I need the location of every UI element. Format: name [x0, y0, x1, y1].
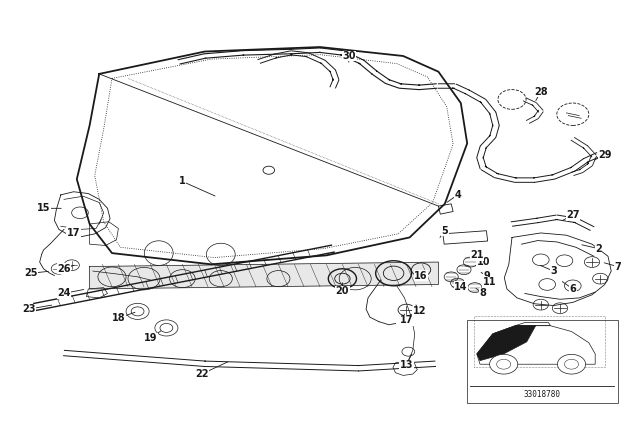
Text: 22: 22: [195, 369, 209, 379]
Text: 29: 29: [598, 150, 612, 159]
Text: 3: 3: [550, 266, 557, 276]
Polygon shape: [90, 262, 438, 289]
Text: 25: 25: [24, 268, 38, 278]
Text: 9: 9: [483, 271, 490, 280]
Text: 26: 26: [57, 264, 71, 274]
Text: 4: 4: [454, 190, 461, 200]
Polygon shape: [477, 326, 536, 361]
Text: 17: 17: [67, 228, 81, 238]
Text: 19: 19: [143, 333, 157, 343]
Text: 6: 6: [570, 284, 576, 294]
Text: 2: 2: [595, 244, 602, 254]
Text: 21: 21: [470, 250, 484, 260]
Text: 23: 23: [22, 304, 36, 314]
Bar: [474, 316, 605, 367]
Text: 16: 16: [414, 271, 428, 280]
Circle shape: [490, 354, 518, 374]
Text: 24: 24: [57, 289, 71, 298]
Text: 18: 18: [111, 313, 125, 323]
Circle shape: [557, 354, 586, 374]
Text: 20: 20: [335, 286, 349, 296]
Text: 33018780: 33018780: [524, 390, 561, 399]
Bar: [467, 320, 618, 403]
Text: 28: 28: [534, 87, 548, 97]
Text: 11: 11: [483, 277, 497, 287]
Text: 17: 17: [399, 315, 413, 325]
Text: 7: 7: [614, 262, 621, 271]
Text: 10: 10: [476, 257, 490, 267]
Text: 1: 1: [179, 177, 186, 186]
Text: 30: 30: [342, 51, 356, 61]
Text: 5: 5: [442, 226, 448, 236]
Text: 8: 8: [480, 289, 486, 298]
Text: 14: 14: [454, 282, 468, 292]
Text: 13: 13: [399, 360, 413, 370]
Text: 15: 15: [36, 203, 51, 213]
Text: 27: 27: [566, 210, 580, 220]
Text: 12: 12: [412, 306, 426, 316]
